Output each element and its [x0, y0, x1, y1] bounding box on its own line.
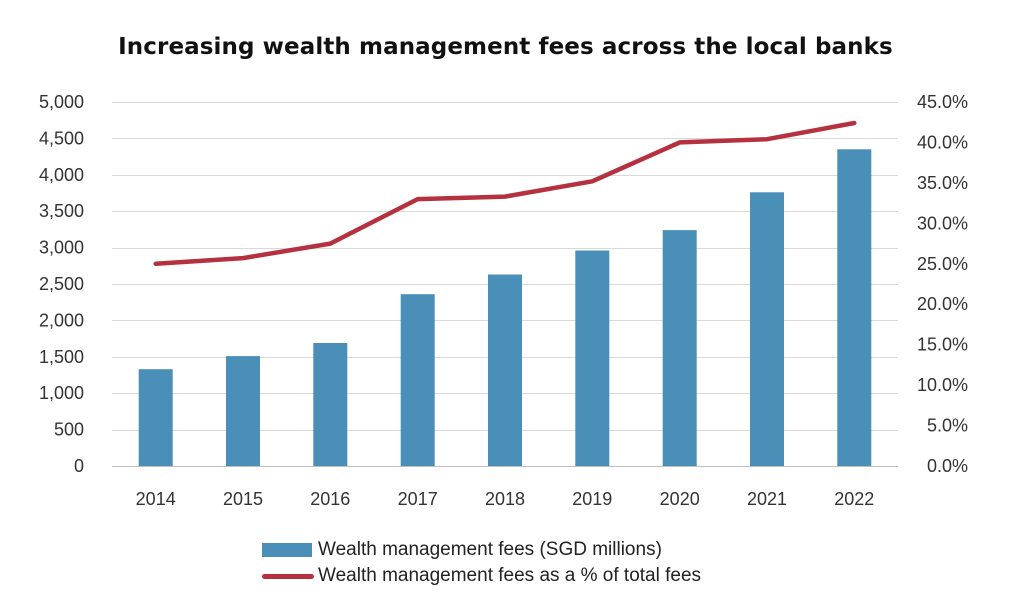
x-tick-label: 2015 — [223, 489, 263, 509]
y-left-tick-label: 2,000 — [39, 310, 84, 330]
bar-2020 — [662, 230, 697, 466]
y-left-tick-label: 0 — [74, 456, 84, 476]
line-series — [153, 120, 857, 267]
y-left-tick-label: 5,000 — [39, 92, 84, 112]
chart-title: Increasing wealth management fees across… — [118, 34, 893, 60]
y-right-tick-label: 0.0% — [927, 456, 968, 476]
y-left-tick-label: 4,000 — [39, 165, 84, 185]
bar-2022 — [837, 149, 872, 467]
x-tick-labels: 2014 2015 2016 2017 2018 2019 2020 2021 2022 — [136, 489, 875, 509]
legend-line-swatch — [262, 573, 314, 579]
x-tick-label: 2021 — [747, 489, 787, 509]
y-left-tick-labels: 0 500 1,000 1,500 2,000 2,500 3,000 3,500 4,000 4… — [39, 92, 84, 476]
y-right-tick-label: 15.0% — [917, 335, 968, 355]
x-tick-label: 2018 — [485, 489, 525, 509]
y-right-tick-label: 45.0% — [917, 92, 968, 112]
y-right-tick-label: 40.0% — [917, 132, 968, 152]
y-right-tick-label: 30.0% — [917, 213, 968, 233]
legend-label-bars: Wealth management fees (SGD millions) — [318, 539, 662, 560]
line-path — [153, 120, 857, 267]
y-right-tick-label: 5.0% — [927, 416, 968, 436]
legend-item-bars: Wealth management fees (SGD millions) — [262, 537, 701, 563]
y-right-tick-label: 35.0% — [917, 173, 968, 193]
bar-2014 — [138, 369, 173, 466]
legend-label-line: Wealth management fees as a % of total f… — [318, 565, 702, 586]
y-left-tick-label: 500 — [54, 420, 84, 440]
x-tick-label: 2014 — [136, 489, 176, 509]
y-left-tick-label: 4,500 — [39, 128, 84, 148]
x-tick-label: 2019 — [572, 489, 612, 509]
x-tick-label: 2016 — [310, 489, 350, 509]
bar-2016 — [313, 343, 348, 466]
bar-2015 — [226, 356, 260, 466]
x-tick-label: 2017 — [398, 489, 438, 509]
y-right-tick-label: 10.0% — [917, 375, 968, 395]
y-left-tick-label: 3,500 — [39, 201, 84, 221]
y-left-tick-label: 1,000 — [39, 383, 84, 403]
legend-item-line: Wealth management fees as a % of total f… — [262, 563, 701, 589]
bar-2021 — [750, 192, 784, 467]
y-right-tick-labels: 0.0% 5.0% 10.0% 15.0% 20.0% 25.0% 30.0% 35.0% 40… — [917, 92, 968, 476]
y-right-tick-label: 20.0% — [917, 294, 968, 314]
y-right-tick-label: 25.0% — [917, 254, 968, 274]
legend: Wealth management fees (SGD millions) We… — [262, 537, 701, 589]
bar-2018 — [488, 274, 522, 466]
y-left-tick-label: 3,000 — [39, 238, 84, 258]
x-tick-label: 2020 — [660, 489, 700, 509]
x-tick-label: 2022 — [834, 489, 874, 509]
bar-series — [138, 149, 872, 467]
y-left-tick-label: 1,500 — [39, 347, 84, 367]
y-left-tick-label: 2,500 — [39, 274, 84, 294]
bar-2019 — [575, 250, 610, 466]
bar-2017 — [400, 294, 435, 466]
legend-bar-swatch — [262, 543, 312, 557]
